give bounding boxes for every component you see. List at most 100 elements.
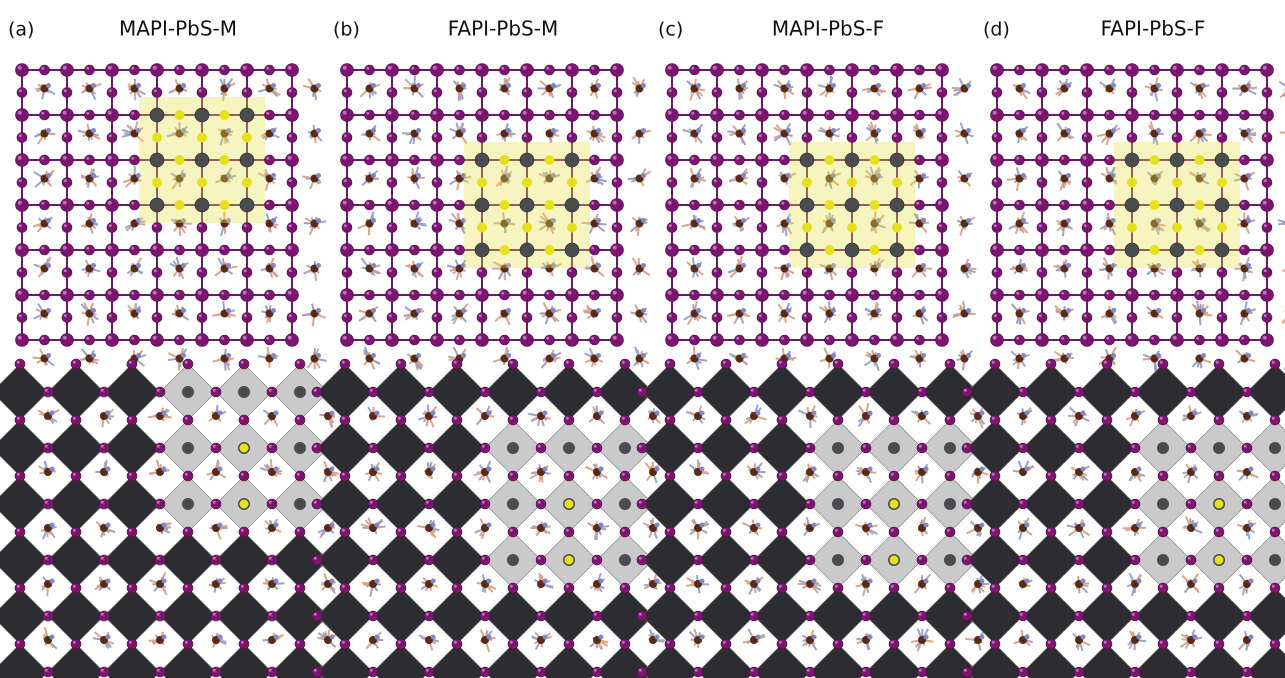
- iodine-atom: [564, 583, 574, 593]
- iodine-atom: [220, 335, 230, 345]
- nitrogen-atom: [831, 308, 836, 313]
- atom-highlight: [668, 66, 672, 70]
- iodine-atom: [71, 583, 81, 593]
- atom-highlight: [569, 89, 572, 92]
- iodine-atom: [196, 244, 209, 257]
- octahedron: [48, 532, 104, 588]
- atom-highlight: [1039, 134, 1042, 137]
- iodine-atom: [666, 289, 679, 302]
- s-atom: [220, 155, 230, 165]
- pb-atom: [1215, 198, 1229, 212]
- iodine-atom: [196, 64, 209, 77]
- nitrogen-atom: [812, 635, 817, 640]
- nitrogen-atom: [136, 83, 141, 88]
- nitrogen-atom: [543, 635, 548, 640]
- octahedron: [698, 364, 754, 420]
- nitrogen-atom: [106, 411, 111, 416]
- iodine-atom: [431, 64, 444, 77]
- atom-highlight: [893, 291, 897, 295]
- iodine-atom: [936, 334, 949, 347]
- iodine-atom: [15, 359, 25, 369]
- atom-highlight: [86, 337, 89, 340]
- iodine-atom: [15, 639, 25, 649]
- iodine-atom: [780, 290, 790, 300]
- iodine-atom: [690, 110, 700, 120]
- iodine-atom: [220, 65, 230, 75]
- atom-highlight: [241, 473, 244, 476]
- iodine-atom: [365, 65, 375, 75]
- iodine-atom: [777, 583, 787, 593]
- iodine-atom: [833, 583, 843, 593]
- atom-highlight: [538, 389, 541, 392]
- nitrogen-atom: [50, 579, 55, 584]
- atom-highlight: [1084, 224, 1087, 227]
- iodine-atom: [40, 65, 50, 75]
- atom-highlight: [17, 473, 20, 476]
- iodine-atom: [1240, 110, 1250, 120]
- iodine-atom: [85, 65, 95, 75]
- atom-highlight: [781, 112, 784, 115]
- atom-highlight: [18, 111, 22, 115]
- iodine-atom: [432, 268, 442, 278]
- atom-highlight: [546, 337, 549, 340]
- atom-highlight: [1219, 269, 1222, 272]
- iodine-atom: [522, 313, 532, 323]
- iodine-atom: [757, 133, 767, 143]
- atom-highlight: [871, 337, 874, 340]
- iodine-atom: [891, 334, 904, 347]
- atom-highlight: [389, 269, 392, 272]
- nitrogen-atom: [596, 353, 601, 358]
- nitrogen-atom: [812, 523, 817, 528]
- iodine-atom: [825, 110, 835, 120]
- atom-highlight: [426, 669, 429, 672]
- atom-highlight: [667, 417, 670, 420]
- iodine-atom: [127, 359, 137, 369]
- atom-highlight: [803, 66, 807, 70]
- nitrogen-atom: [641, 128, 646, 133]
- iodine-atom: [612, 133, 622, 143]
- nitrogen-atom: [655, 635, 660, 640]
- nitrogen-atom: [91, 128, 96, 133]
- nitrogen-atom: [696, 263, 701, 268]
- nitrogen-atom: [226, 83, 231, 88]
- iodine-atom: [342, 88, 352, 98]
- atom-highlight: [389, 134, 392, 137]
- iodine-atom: [757, 313, 767, 323]
- nitrogen-atom: [218, 467, 223, 472]
- atom-highlight: [176, 67, 179, 70]
- atom-highlight: [939, 179, 942, 182]
- s-atom: [890, 556, 899, 565]
- atom-highlight: [288, 201, 292, 205]
- iodine-atom: [62, 88, 72, 98]
- atom-highlight: [343, 111, 347, 115]
- atom-highlight: [411, 247, 414, 250]
- nitrogen-atom: [966, 263, 971, 268]
- atom-highlight: [289, 224, 292, 227]
- atom-highlight: [1016, 67, 1019, 70]
- atom-highlight: [18, 336, 22, 340]
- atom-highlight: [639, 557, 642, 560]
- iodine-atom: [368, 499, 378, 509]
- atom-highlight: [568, 291, 572, 295]
- iodine-atom: [106, 199, 119, 212]
- nitrogen-atom: [46, 218, 51, 223]
- panel: (d)FAPI-PbS-F: [962, 17, 1285, 678]
- iodine-atom: [424, 387, 434, 397]
- nitrogen-atom: [371, 128, 376, 133]
- s-atom: [1195, 200, 1205, 210]
- iodine-atom: [43, 443, 53, 453]
- nitrogen-atom: [506, 128, 511, 133]
- atom-highlight: [109, 89, 112, 92]
- nitrogen-atom: [181, 308, 186, 313]
- s-atom: [567, 223, 577, 233]
- atom-highlight: [456, 67, 459, 70]
- nitrogen-atom: [1021, 128, 1026, 133]
- pb-atom: [832, 498, 844, 510]
- atom-highlight: [314, 613, 317, 616]
- nitrogen-atom: [756, 523, 761, 528]
- iodine-atom: [241, 289, 254, 302]
- octahedron: [810, 588, 866, 644]
- nitrogen-atom: [46, 128, 51, 133]
- atom-highlight: [198, 246, 202, 250]
- iodine-atom: [396, 471, 406, 481]
